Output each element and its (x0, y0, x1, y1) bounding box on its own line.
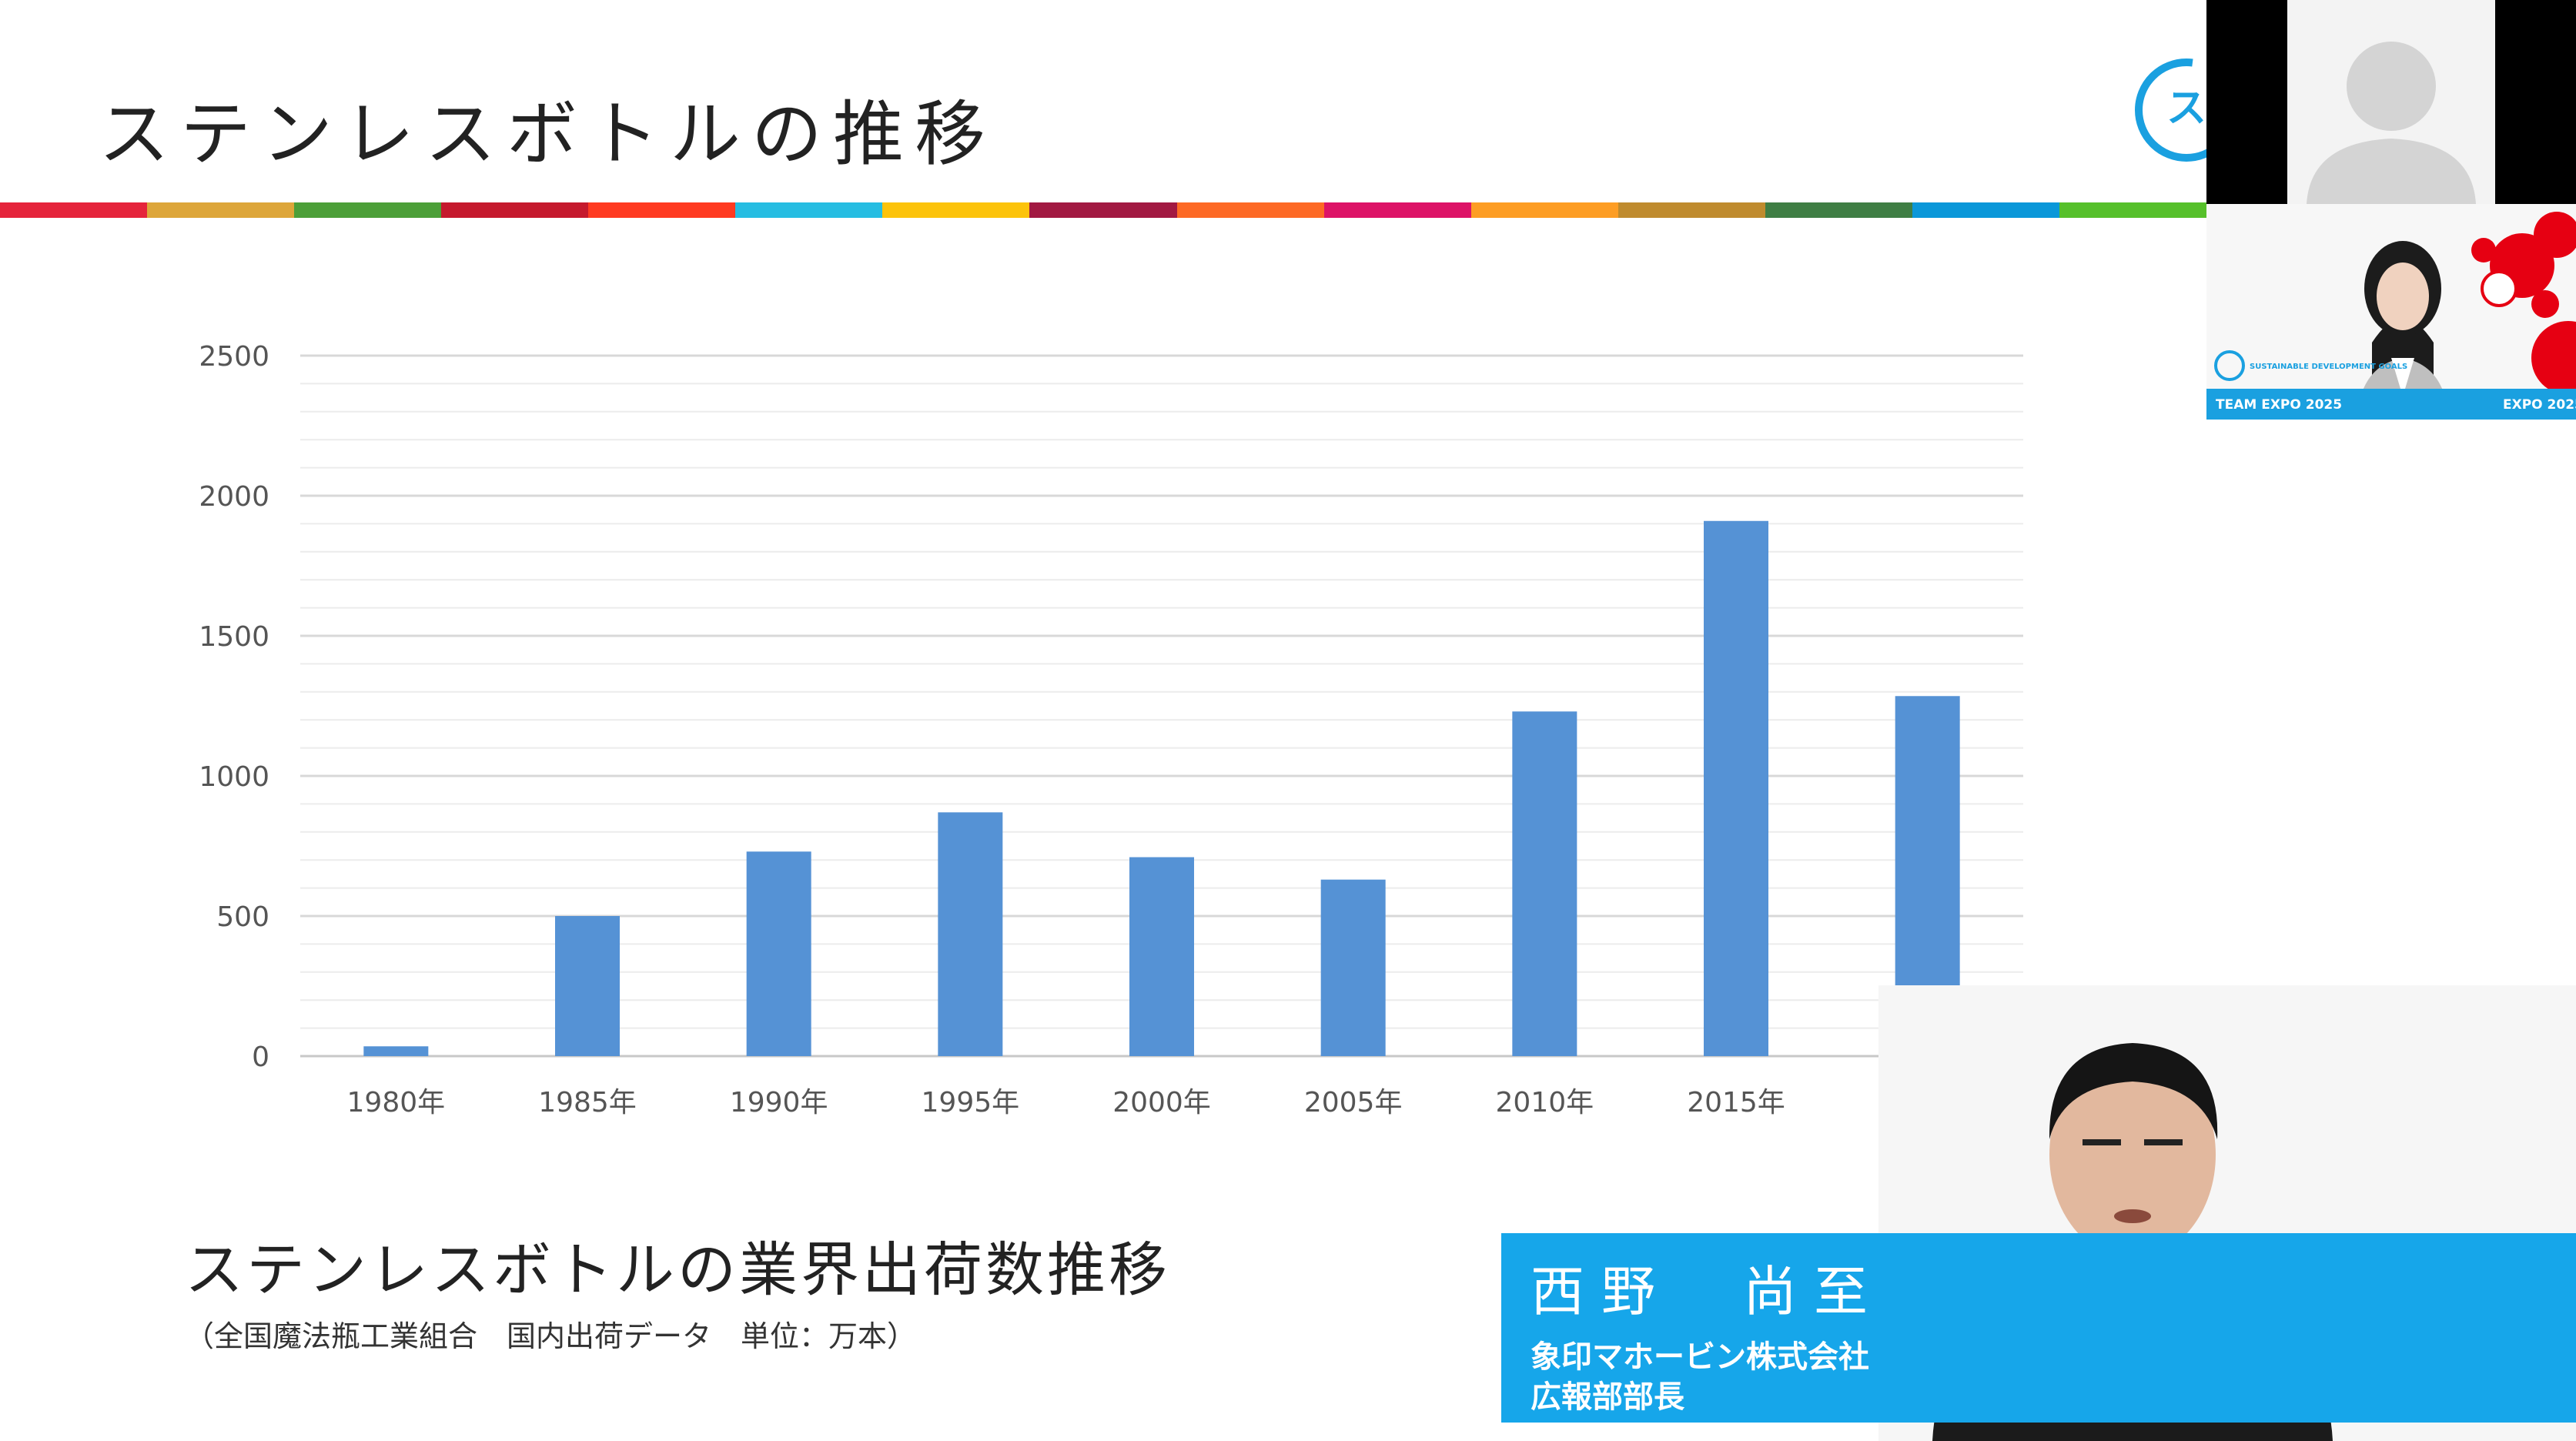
sdg-color-segment (1029, 202, 1177, 218)
sdg-color-segment (2059, 202, 2206, 218)
chart-caption: ステンレスボトルの業界出荷数推移 (185, 1235, 1170, 1304)
sdg-color-segment (1618, 202, 1765, 218)
speaker-nameplate: 西野 尚至 象印マホービン株式会社 広報部部長 (1501, 1233, 2576, 1423)
sdg-color-segment (441, 202, 589, 218)
x-tick-label: 1995年 (922, 1087, 1020, 1118)
sdg-color-segment (294, 202, 442, 218)
sdg-color-segment (1176, 202, 1324, 218)
bar-1985年 (555, 916, 620, 1056)
speaker-name: 西野 尚至 (1531, 1260, 1885, 1323)
presentation-slide: ステンレスボトルの推移 スパ 0 500 1000 1500 2000 2500 1980年… (0, 59, 2240, 1353)
x-tick-label: 2015年 (1687, 1087, 1785, 1118)
x-tick-label: 1985年 (538, 1087, 637, 1118)
video-tile-participant[interactable]: TEAM EXPO 2025 EXPO 2025 SUSTAINABLE DEV… (2206, 204, 2576, 420)
x-tick-label: 2005年 (1304, 1087, 1403, 1118)
sdg-text: SUSTAINABLE DEVELOPMENT GOALS (2250, 363, 2407, 371)
sdg-color-segment (1323, 202, 1471, 218)
y-tick-label: 0 (252, 1041, 269, 1073)
y-tick-label: 500 (216, 901, 269, 933)
bar-2010年 (1512, 711, 1577, 1056)
y-tick-label: 2500 (199, 341, 269, 373)
team-expo-mini-logo (2214, 350, 2245, 381)
bar-1980年 (363, 1046, 429, 1056)
bar-1995年 (938, 812, 1003, 1056)
sdg-color-segment (147, 202, 295, 218)
y-tick-label: 1500 (199, 621, 269, 653)
speaker-company: 象印マホービン株式会社 (1531, 1339, 1869, 1375)
sdg-color-segment (735, 202, 883, 218)
shipment-bar-chart: 0 500 1000 1500 2000 2500 1980年 1985年 1990年 1995年… (199, 341, 2023, 1118)
avatar-placeholder-icon (2307, 42, 2476, 204)
participant-video-frame: TEAM EXPO 2025 EXPO 2025 SUSTAINABLE DEV… (2206, 204, 2576, 420)
speaker-title: 広報部部長 (1531, 1379, 1684, 1415)
sdg-color-segment (588, 202, 736, 218)
x-tick-label: 2010年 (1496, 1087, 1594, 1118)
video-tile-camera-off[interactable] (2206, 0, 2576, 204)
bar-2005年 (1320, 879, 1386, 1056)
bar-1990年 (746, 851, 811, 1056)
sdg-color-segment (1765, 202, 1912, 218)
bar-2000年 (1129, 857, 1194, 1056)
x-tick-label: 1980年 (347, 1087, 446, 1118)
team-expo-banner-left: TEAM EXPO 2025 (2216, 397, 2342, 413)
sdg-color-segment (1470, 202, 1618, 218)
x-tick-label: 1990年 (730, 1087, 828, 1118)
source-note: （全国魔法瓶工業組合 国内出荷データ 単位：万本） (185, 1319, 917, 1353)
y-tick-label: 2000 (199, 481, 269, 513)
slide-title: ステンレスボトルの推移 (99, 93, 997, 176)
sdg-color-segment (882, 202, 1030, 218)
sdg-color-segment (0, 202, 148, 218)
x-tick-label: 2000年 (1112, 1087, 1211, 1118)
expo-banner-right: EXPO 2025 (2503, 397, 2576, 413)
y-tick-label: 1000 (199, 761, 269, 793)
expo-dots-decoration (2471, 212, 2576, 395)
sdg-color-segment (1912, 202, 2059, 218)
bar-2015年 (1704, 520, 1768, 1056)
sdg-color-bar (0, 202, 2206, 218)
